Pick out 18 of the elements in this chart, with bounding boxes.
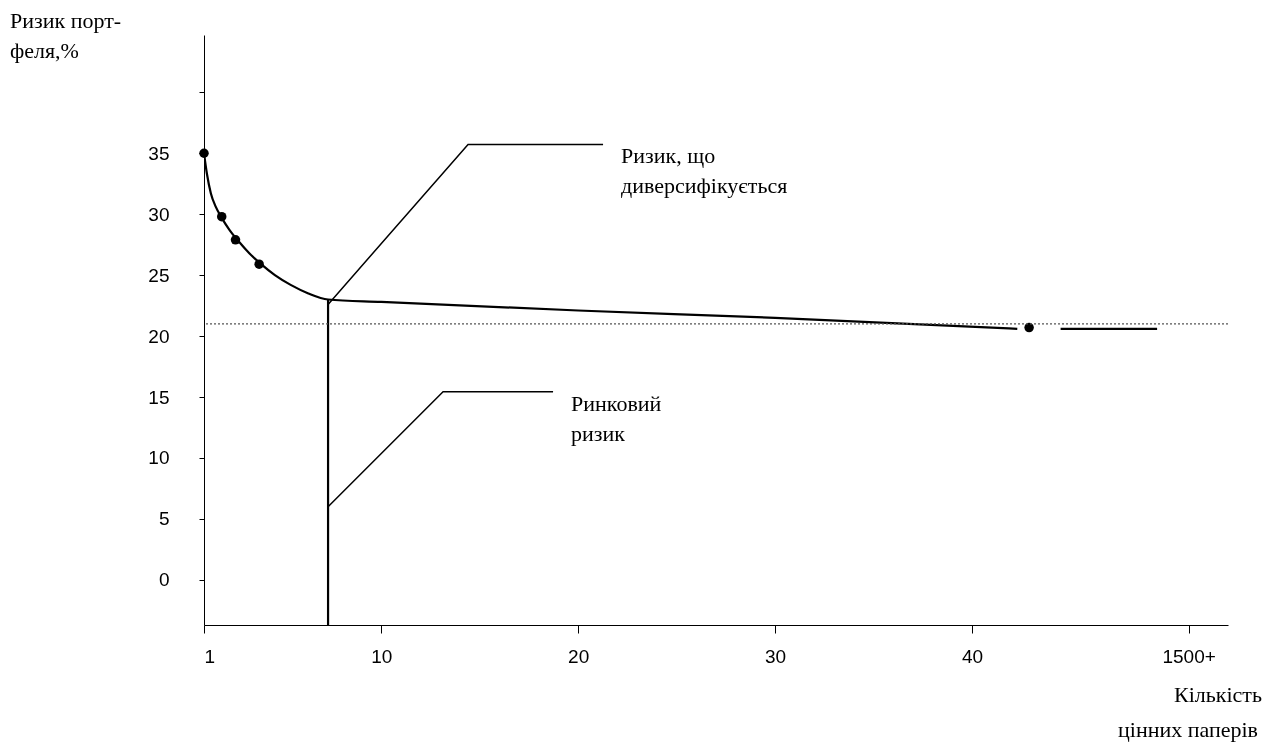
y-tick-label: 35	[148, 142, 170, 164]
y-tick-label: 10	[148, 447, 170, 469]
y-tick-label: 5	[158, 508, 170, 530]
x-tick-label: 10	[371, 645, 393, 667]
x-tick-label: 30	[765, 645, 787, 667]
x-tick-label: 1500+	[1162, 645, 1216, 667]
y-axis-title: Ризик порт- феля,%	[10, 8, 122, 63]
x-tick-label: 1	[204, 645, 216, 667]
x-tick-label: 20	[568, 645, 590, 667]
y-tick-label: 30	[148, 203, 170, 225]
y-tick-label: 0	[158, 569, 170, 591]
y-tick-label: 20	[148, 325, 170, 347]
x-tick-label: 40	[961, 645, 984, 667]
y-tick-label: 25	[148, 264, 170, 286]
annotation: Ринковий ризик	[571, 390, 662, 446]
y-tick-label: 15	[148, 386, 170, 408]
x-axis-title: Кількість цінних паперів	[1118, 682, 1262, 742]
annotation: Ризик, що диверсифікується	[621, 143, 788, 199]
